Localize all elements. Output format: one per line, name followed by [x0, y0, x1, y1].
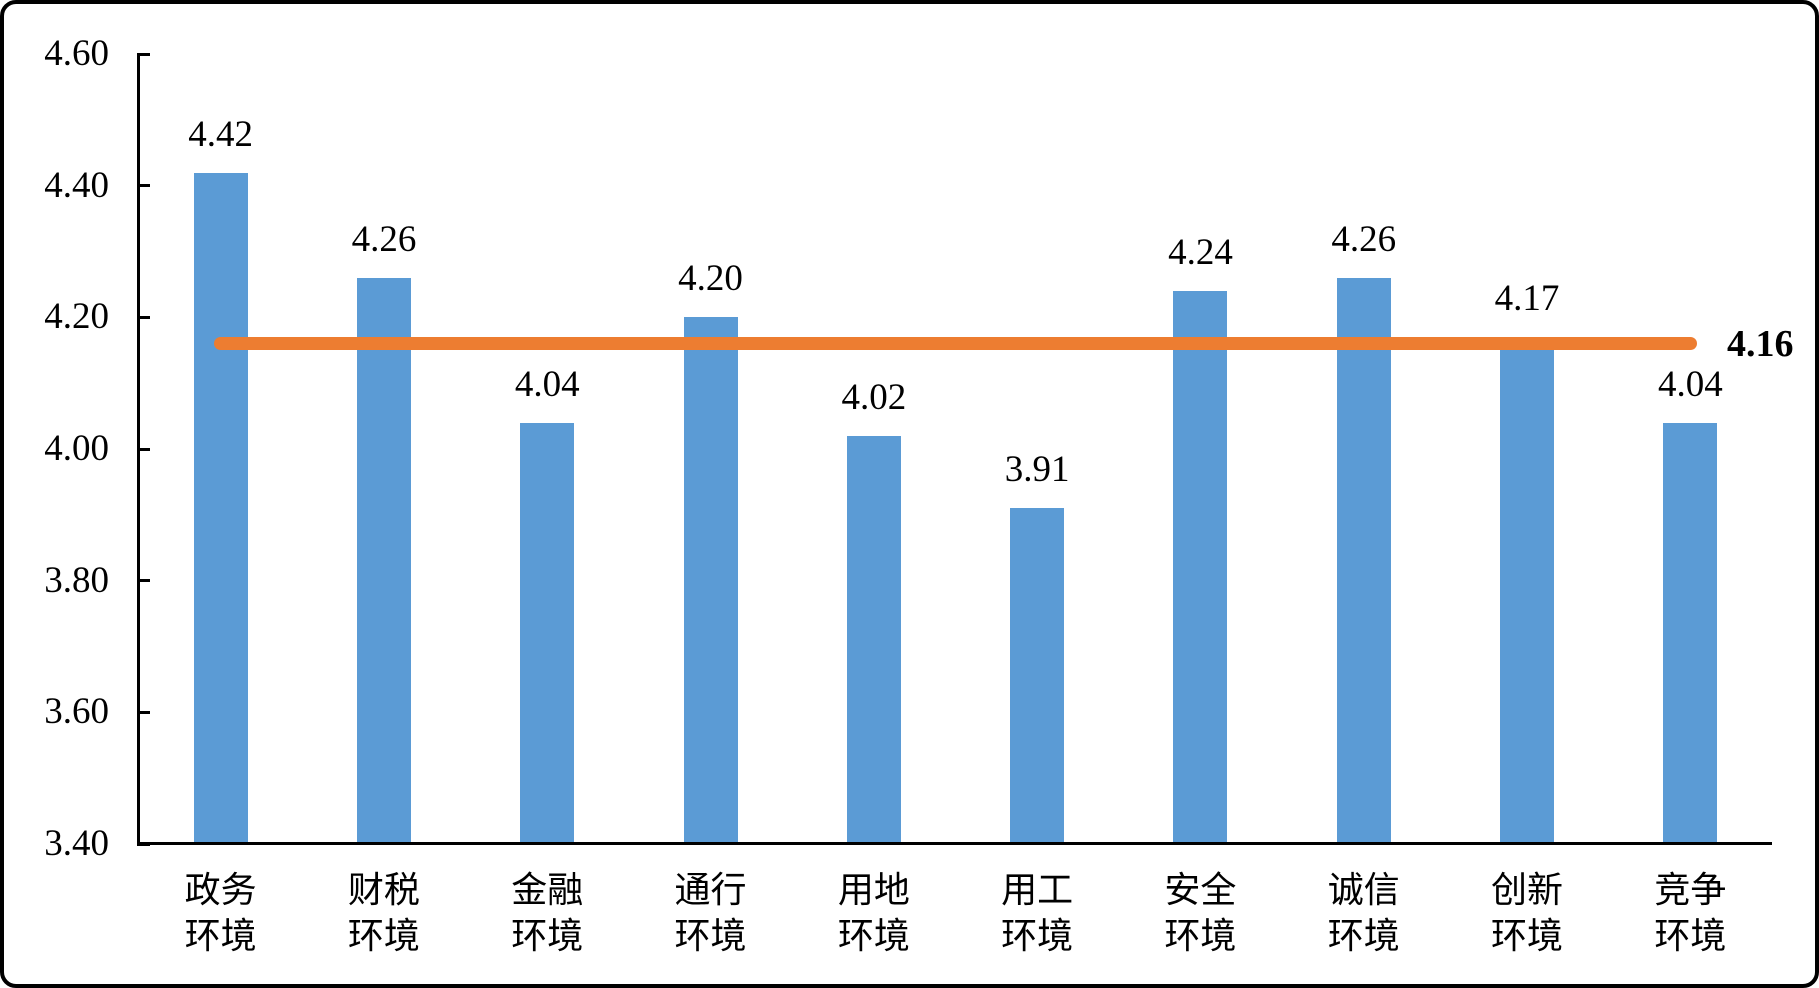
- bar-value-label: 4.17: [1494, 278, 1560, 320]
- category-label-line: 环境: [1491, 916, 1564, 956]
- category-label-line: 用工: [1001, 870, 1074, 910]
- category-label-line: 安全: [1164, 870, 1237, 910]
- bar-value-label: 4.42: [188, 113, 254, 155]
- y-tick-label: 4.60: [44, 33, 109, 74]
- category-label-line: 环境: [1654, 916, 1727, 956]
- category-label-line: 环境: [837, 916, 910, 956]
- y-tick-mark: [137, 52, 150, 56]
- category-label-line: 政务: [184, 870, 257, 910]
- bar-value-label: 4.26: [1331, 218, 1397, 260]
- category-label-line: 环境: [1001, 916, 1074, 956]
- bar-value-label: 4.04: [1657, 363, 1723, 405]
- category-label-line: 财税: [347, 870, 420, 910]
- bar-用地环境: [846, 435, 901, 842]
- category-label-line: 环境: [184, 916, 257, 956]
- y-tick-mark: [137, 579, 150, 583]
- category-label-line: 环境: [1164, 916, 1237, 956]
- y-tick-label: 3.60: [44, 691, 109, 733]
- bar-value-label: 4.20: [678, 258, 743, 300]
- category-label: 金融 环境: [457, 867, 637, 959]
- y-tick-label: 3.40: [44, 823, 109, 864]
- category-label: 安全 环境: [1110, 867, 1290, 959]
- bar-用工环境: [1010, 508, 1065, 842]
- category-label-line: 诚信: [1327, 870, 1400, 910]
- bar-政务环境: [193, 172, 248, 842]
- bar-财税环境: [356, 277, 411, 842]
- category-label: 通行 环境: [621, 867, 801, 959]
- y-tick-mark: [137, 447, 150, 451]
- category-label-line: 金融: [511, 870, 584, 910]
- category-label: 竞争 环境: [1600, 867, 1780, 959]
- bar-value-label: 4.26: [351, 218, 417, 260]
- category-label-line: 创新: [1491, 870, 1564, 910]
- y-tick-label: 3.80: [44, 559, 109, 601]
- y-tick-mark: [137, 710, 150, 714]
- category-label-line: 环境: [674, 916, 747, 956]
- category-label: 用地 环境: [784, 867, 964, 959]
- category-label-line: 环境: [1327, 916, 1400, 956]
- category-label-line: 通行: [674, 870, 747, 910]
- category-label: 财税 环境: [294, 867, 474, 959]
- y-tick-mark: [137, 315, 150, 319]
- y-tick-label: 4.20: [44, 296, 109, 338]
- bar-通行环境: [683, 317, 738, 842]
- reference-line: [213, 337, 1698, 351]
- y-tick-label: 4.40: [44, 164, 109, 206]
- bar-创新环境: [1500, 337, 1555, 842]
- category-label: 政务 环境: [131, 867, 311, 959]
- y-tick-label: 4.00: [44, 428, 109, 469]
- x-axis-line: [137, 842, 1772, 845]
- category-label: 用工 环境: [947, 867, 1127, 959]
- y-tick-mark: [137, 184, 150, 188]
- category-label-line: 环境: [511, 916, 584, 956]
- category-label-line: 用地: [837, 870, 910, 910]
- bar-金融环境: [520, 422, 575, 842]
- bar-value-label: 4.24: [1168, 232, 1233, 273]
- reference-line-label: 4.16: [1727, 323, 1794, 365]
- bar-value-label: 4.04: [514, 363, 580, 405]
- bar-value-label: 3.91: [1004, 449, 1070, 491]
- category-label: 诚信 环境: [1274, 867, 1454, 959]
- bar-安全环境: [1173, 291, 1228, 842]
- bar-竞争环境: [1663, 422, 1718, 842]
- y-tick-mark: [137, 842, 150, 846]
- bar-value-label: 4.02: [841, 376, 907, 418]
- category-label: 创新 环境: [1437, 867, 1617, 959]
- category-label-line: 环境: [347, 916, 420, 956]
- category-label-line: 竞争: [1654, 870, 1727, 910]
- bar-诚信环境: [1336, 277, 1391, 842]
